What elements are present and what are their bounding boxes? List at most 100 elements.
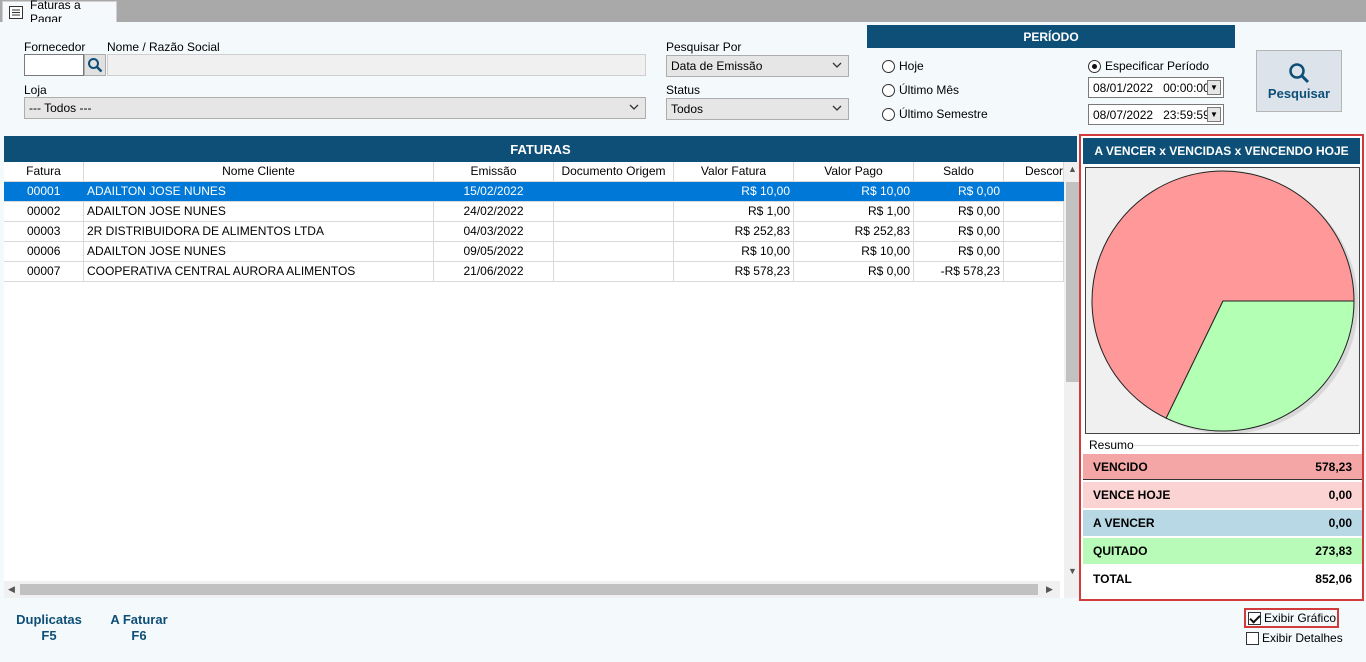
column-header-valor-pago[interactable]: Valor Pago bbox=[794, 162, 914, 181]
radio-especificar-periodo[interactable]: Especificar Período bbox=[1088, 59, 1209, 73]
chevron-down-icon bbox=[629, 104, 639, 110]
table-cell-desc bbox=[1004, 202, 1064, 221]
table-cell-emissao: 09/05/2022 bbox=[434, 242, 554, 261]
table-row[interactable]: 00006 ADAILTON JOSE NUNES 09/05/2022 R$ 10,… bbox=[4, 242, 1064, 262]
resumo-row: VENCE HOJE 0,00 bbox=[1083, 482, 1362, 508]
checkbox-checked bbox=[1248, 611, 1261, 625]
exibir-grafico-label: Exibir Gráfico bbox=[1264, 611, 1337, 625]
exibir-detalhes-checkbox[interactable]: Exibir Detalhes bbox=[1246, 631, 1343, 645]
search-icon bbox=[88, 58, 103, 73]
radio-ultimo-mes[interactable]: Último Mês bbox=[882, 83, 959, 97]
table-cell-saldo: R$ 0,00 bbox=[914, 222, 1004, 241]
table-cell-emissao: 15/02/2022 bbox=[434, 182, 554, 201]
resumo-row-label: QUITADO bbox=[1093, 544, 1148, 558]
column-header-nome-cliente[interactable]: Nome Cliente bbox=[84, 162, 434, 181]
radio-especificar-periodo-label: Especificar Período bbox=[1105, 59, 1210, 73]
vertical-scrollbar[interactable]: ▲ ▼ bbox=[1064, 162, 1081, 598]
chart-panel: A VENCER x VENCIDAS x VENCENDO HOJE Resu… bbox=[1079, 134, 1364, 601]
radio-hoje-label: Hoje bbox=[899, 59, 924, 73]
tab-faturas-a-pagar[interactable]: Faturas a Pagar bbox=[2, 0, 117, 26]
table-cell-valor: R$ 578,23 bbox=[674, 262, 794, 281]
table-cell-pago: R$ 10,00 bbox=[794, 182, 914, 201]
resumo-row-value: 273,83 bbox=[1315, 544, 1352, 558]
nome-razao-label: Nome / Razão Social bbox=[107, 40, 220, 54]
chevron-down-icon bbox=[832, 105, 842, 111]
table-row[interactable]: 00003 2R DISTRIBUIDORA DE ALIMENTOS LTDA 0… bbox=[4, 222, 1064, 242]
column-header-emissao[interactable]: Emissão bbox=[434, 162, 554, 181]
exibir-detalhes-label: Exibir Detalhes bbox=[1262, 631, 1343, 645]
chevron-right-icon[interactable]: ▶ bbox=[1046, 584, 1053, 594]
pie-slice-quitado bbox=[1165, 300, 1355, 432]
resumo-row: QUITADO 273,83 bbox=[1083, 538, 1362, 564]
table-cell-saldo: R$ 0,00 bbox=[914, 242, 1004, 261]
fornecedor-label: Fornecedor bbox=[24, 40, 86, 54]
duplicatas-button[interactable]: Duplicatas F5 bbox=[14, 612, 84, 644]
pesquisar-button[interactable]: Pesquisar bbox=[1256, 50, 1342, 112]
table-cell-valor: R$ 10,00 bbox=[674, 242, 794, 261]
table-cell-emissao: 24/02/2022 bbox=[434, 202, 554, 221]
horizontal-scroll-thumb[interactable] bbox=[20, 584, 1038, 595]
radio-ultimo-mes-label: Último Mês bbox=[899, 83, 960, 97]
a-faturar-button[interactable]: A Faturar F6 bbox=[104, 612, 174, 644]
table-cell-pago: R$ 252,83 bbox=[794, 222, 914, 241]
pesquisar-por-label: Pesquisar Por bbox=[666, 40, 742, 54]
dropdown-arrow-icon[interactable]: ▼ bbox=[1207, 80, 1221, 95]
loja-select[interactable]: --- Todos --- bbox=[24, 97, 646, 119]
table-row[interactable]: 00001 ADAILTON JOSE NUNES 15/02/2022 R$ 10,… bbox=[4, 182, 1064, 202]
pie-chart bbox=[1091, 170, 1358, 434]
chevron-left-icon[interactable]: ◀ bbox=[8, 584, 15, 594]
exibir-grafico-checkbox[interactable]: Exibir Gráfico bbox=[1244, 608, 1340, 628]
fornecedor-input[interactable] bbox=[24, 54, 84, 76]
table-cell-desc bbox=[1004, 222, 1064, 241]
radio-ultimo-semestre[interactable]: Último Semestre bbox=[882, 107, 988, 121]
table-cell-pago: R$ 1,00 bbox=[794, 202, 914, 221]
resumo-row: TOTAL 852,06 bbox=[1083, 566, 1362, 592]
table-cell-desc bbox=[1004, 262, 1064, 281]
chart-panel-title: A VENCER x VENCIDAS x VENCENDO HOJE bbox=[1083, 138, 1360, 164]
resumo-row-value: 578,23 bbox=[1315, 459, 1352, 474]
table-cell-fatura: 00003 bbox=[4, 222, 84, 241]
table-cell-saldo: R$ 0,00 bbox=[914, 182, 1004, 201]
periodo-header: PERÍODO bbox=[867, 25, 1235, 48]
column-header-documento-origem[interactable]: Documento Origem bbox=[554, 162, 674, 181]
document-list-icon bbox=[9, 5, 23, 19]
duplicatas-label: Duplicatas bbox=[16, 612, 82, 627]
resumo-label: Resumo bbox=[1089, 438, 1134, 452]
status-value: Todos bbox=[671, 102, 704, 116]
table-cell-fatura: 00007 bbox=[4, 262, 84, 281]
table-cell-emissao: 04/03/2022 bbox=[434, 222, 554, 241]
pesquisar-por-value: Data de Emissão bbox=[671, 59, 763, 73]
resumo-row-label: TOTAL bbox=[1093, 572, 1132, 586]
loja-label: Loja bbox=[24, 83, 47, 97]
start-datetime-picker[interactable]: 08/01/2022 00:00:00 ▼ bbox=[1088, 77, 1224, 98]
radio-hoje[interactable]: Hoje bbox=[882, 59, 924, 73]
chevron-down-icon[interactable]: ▼ bbox=[1068, 566, 1077, 576]
faturas-grid: FATURAS Fatura Nome Cliente Emissão Docu… bbox=[4, 136, 1081, 598]
end-datetime-picker[interactable]: 08/07/2022 23:59:59 ▼ bbox=[1088, 104, 1224, 125]
table-cell-cliente: 2R DISTRIBUIDORA DE ALIMENTOS LTDA bbox=[84, 222, 434, 241]
table-row[interactable]: 00002 ADAILTON JOSE NUNES 24/02/2022 R$ 1,0… bbox=[4, 202, 1064, 222]
vertical-scroll-thumb[interactable] bbox=[1066, 182, 1079, 382]
column-header-valor-fatura[interactable]: Valor Fatura bbox=[674, 162, 794, 181]
column-header-desconto[interactable]: Descor bbox=[1004, 162, 1064, 181]
table-cell-emissao: 21/06/2022 bbox=[434, 262, 554, 281]
dropdown-arrow-icon[interactable]: ▼ bbox=[1207, 107, 1221, 122]
table-cell-cliente: COOPERATIVA CENTRAL AURORA ALIMENTOS bbox=[84, 262, 434, 281]
pie-slice-vencido bbox=[1091, 170, 1355, 419]
table-cell-fatura: 00001 bbox=[4, 182, 84, 201]
pesquisar-por-select[interactable]: Data de Emissão bbox=[666, 55, 849, 77]
table-cell-doc bbox=[554, 202, 674, 221]
table-cell-doc bbox=[554, 262, 674, 281]
status-select[interactable]: Todos bbox=[666, 98, 849, 120]
horizontal-scrollbar[interactable]: ◀ ▶ bbox=[4, 581, 1060, 598]
chevron-up-icon[interactable]: ▲ bbox=[1068, 164, 1077, 174]
tab-bar: Faturas a Pagar bbox=[0, 0, 1366, 26]
resumo-row-label: VENCIDO bbox=[1093, 459, 1148, 474]
column-header-fatura[interactable]: Fatura bbox=[4, 162, 84, 181]
fornecedor-search-button[interactable] bbox=[84, 54, 106, 76]
table-row[interactable]: 00007 COOPERATIVA CENTRAL AURORA ALIMENTO… bbox=[4, 262, 1064, 282]
column-header-saldo[interactable]: Saldo bbox=[914, 162, 1004, 181]
start-time: 00:00:00 bbox=[1163, 80, 1210, 95]
table-cell-saldo: R$ 0,00 bbox=[914, 202, 1004, 221]
grid-header-row: Fatura Nome Cliente Emissão Documento Or… bbox=[4, 162, 1064, 182]
